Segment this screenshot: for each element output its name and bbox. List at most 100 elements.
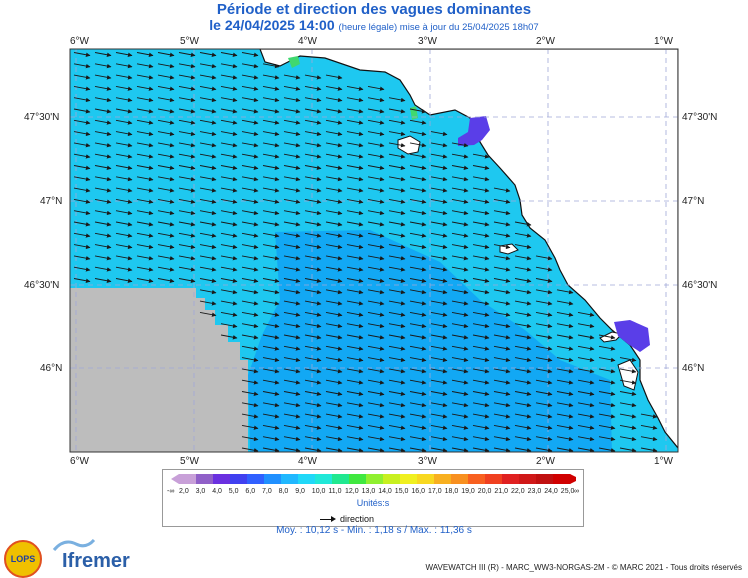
direction-arrow <box>556 345 574 351</box>
direction-arrow <box>241 278 259 283</box>
direction-arrow <box>325 97 343 103</box>
direction-arrow <box>283 221 301 227</box>
direction-arrow <box>178 153 196 159</box>
direction-arrow <box>304 210 322 216</box>
direction-arrow <box>514 436 532 442</box>
direction-arrow <box>577 311 595 317</box>
direction-arrow <box>325 413 343 419</box>
direction-arrow <box>451 334 469 340</box>
direction-arrow <box>325 379 343 385</box>
direction-arrow <box>409 165 427 170</box>
direction-arrow <box>304 165 322 170</box>
direction-arrow <box>136 119 154 125</box>
direction-arrow <box>367 379 385 385</box>
direction-arrow <box>388 221 406 227</box>
direction-arrow <box>388 255 406 261</box>
direction-arrow <box>409 289 427 295</box>
stats-line: Moy. : 10,12 s - Min. : 1,18 s / Max. : … <box>276 525 472 536</box>
direction-arrow <box>451 300 469 306</box>
direction-arrow <box>451 436 469 442</box>
direction-arrow <box>115 142 133 148</box>
direction-arrow <box>178 119 196 125</box>
direction-arrow <box>157 131 175 137</box>
direction-arrow <box>598 379 616 385</box>
direction-arrow <box>178 232 196 238</box>
direction-arrow <box>136 165 154 170</box>
direction-arrow <box>262 379 280 385</box>
direction-arrow <box>136 97 154 103</box>
direction-arrow <box>304 244 322 250</box>
direction-arrow <box>94 221 112 227</box>
direction-arrow <box>472 232 490 238</box>
direction-arrow <box>346 311 364 317</box>
direction-arrow <box>451 311 469 317</box>
direction-arrow <box>199 278 217 283</box>
direction-arrow <box>199 210 217 216</box>
direction-arrow <box>115 187 133 193</box>
direction-arrow <box>136 232 154 238</box>
direction-arrow <box>220 210 238 216</box>
direction-arrow <box>157 142 175 148</box>
direction-arrow <box>535 402 553 408</box>
legend-swatch <box>213 474 231 484</box>
direction-arrow <box>409 424 427 430</box>
direction-arrow <box>157 266 175 272</box>
legend-swatch <box>298 474 316 484</box>
direction-arrow <box>325 300 343 306</box>
direction-arrow <box>262 402 280 408</box>
direction-arrow <box>514 300 532 306</box>
direction-arrow <box>346 289 364 295</box>
direction-arrow <box>472 311 490 317</box>
direction-arrow <box>430 311 448 317</box>
direction-arrow <box>199 176 217 182</box>
direction-arrow <box>325 153 343 159</box>
lon-label-top: 5°W <box>180 36 199 47</box>
direction-arrow <box>94 85 112 91</box>
direction-arrow <box>388 176 406 182</box>
direction-arrow <box>556 289 574 295</box>
direction-arrow <box>178 210 196 216</box>
direction-arrow <box>136 52 154 57</box>
direction-arrow <box>325 402 343 408</box>
lon-label-bottom: 3°W <box>418 456 437 467</box>
direction-arrow <box>136 221 154 227</box>
direction-arrow <box>241 345 259 351</box>
direction-arrow <box>346 244 364 250</box>
direction-arrow <box>451 323 469 329</box>
direction-arrow <box>409 391 427 396</box>
direction-arrow <box>493 232 511 238</box>
direction-arrow <box>115 74 133 80</box>
direction-arrow <box>94 198 112 204</box>
direction-arrow <box>556 424 574 430</box>
direction-arrow <box>409 119 427 125</box>
direction-arrow <box>556 357 574 363</box>
direction-arrow <box>430 210 448 216</box>
legend-tick-label: 16,0 <box>411 488 426 495</box>
direction-arrow <box>220 300 238 306</box>
direction-arrow <box>409 413 427 419</box>
direction-arrow <box>367 300 385 306</box>
direction-arrow <box>73 198 91 204</box>
direction-arrow <box>178 108 196 114</box>
direction-arrow <box>367 436 385 442</box>
direction-arrow <box>535 413 553 419</box>
charente-estuary <box>614 320 650 352</box>
direction-arrow <box>451 402 469 408</box>
direction-arrow <box>472 402 490 408</box>
direction-arrow <box>514 278 532 283</box>
direction-arrow <box>493 300 511 306</box>
direction-arrow <box>409 176 427 182</box>
direction-arrow <box>178 266 196 272</box>
direction-arrow <box>157 108 175 114</box>
legend-colorbar <box>171 474 576 484</box>
legend-tick-label: 24,0 <box>544 488 558 495</box>
direction-arrow <box>346 357 364 363</box>
direction-arrow <box>409 278 427 283</box>
direction-arrow <box>241 221 259 227</box>
direction-arrow <box>304 131 322 137</box>
legend-tick-label: 10,0 <box>311 488 326 495</box>
lat-label-right: 47°30'N <box>682 112 718 123</box>
direction-arrow <box>241 300 259 306</box>
direction-arrow <box>346 131 364 137</box>
direction-arrow <box>73 119 91 125</box>
